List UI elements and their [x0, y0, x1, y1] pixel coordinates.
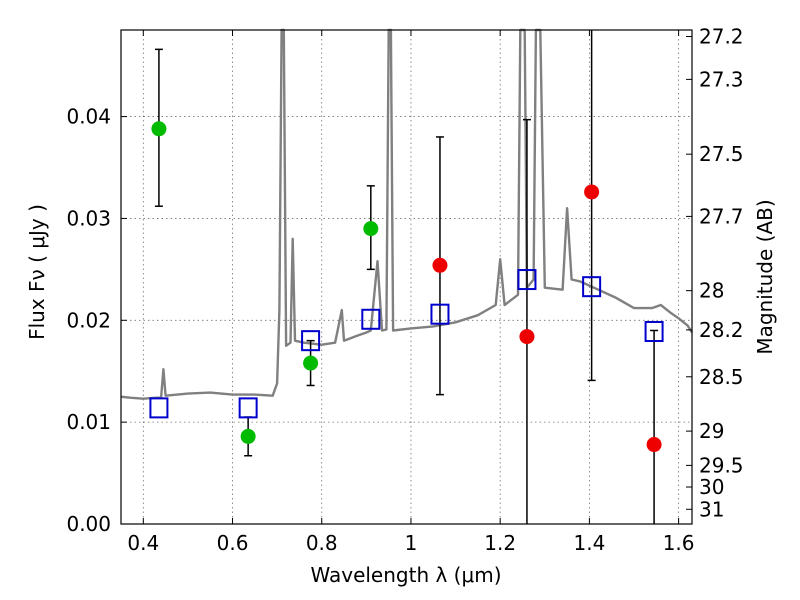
- model-spectrum-layer: [120, 28, 694, 400]
- observed-flux-point: [584, 184, 600, 200]
- model-photometry-square: [238, 397, 258, 419]
- right-axis-label: Magnitude (AB): [753, 199, 777, 354]
- model-photometry-square: [430, 303, 450, 325]
- data-points-layer: [149, 30, 664, 524]
- model-photometry-square: [582, 276, 602, 298]
- model-spectrum-line: [120, 28, 694, 400]
- y-tick-label: 0.03: [66, 206, 111, 230]
- mag-tick-label: 28.5: [699, 365, 744, 389]
- mag-tick-label: 27.5: [699, 142, 744, 166]
- mag-tick-label: 27.3: [699, 67, 744, 91]
- observed-flux-point: [151, 121, 167, 137]
- observed-flux-point: [432, 257, 448, 273]
- mag-tick-label: 27.7: [699, 204, 744, 228]
- mag-tick-label: 29.5: [699, 453, 744, 477]
- x-tick-label: 1.4: [573, 531, 605, 555]
- mag-tick-label: 28: [699, 279, 724, 303]
- model-photometry-square: [149, 397, 169, 419]
- ticks-layer: 0.4 0.6 0.8 1 1.2 1.4 1.6 0.00 0.01 0.02 0.03 0.04 2…: [66, 24, 743, 555]
- x-axis-label: Wavelength λ (μm): [310, 563, 501, 587]
- observed-flux-point: [303, 355, 319, 371]
- observed-flux-point: [240, 428, 256, 444]
- y-tick-label: 0.02: [66, 308, 111, 332]
- observed-flux-point: [363, 221, 379, 237]
- x-tick-label: 0.4: [127, 531, 159, 555]
- observed-flux-point: [519, 329, 535, 345]
- y-tick-label: 0.01: [66, 410, 111, 434]
- mag-tick-label: 29: [699, 419, 724, 443]
- observed-flux-point: [646, 437, 662, 453]
- y-tick-label: 0.04: [66, 105, 111, 129]
- grid-layer: [121, 30, 692, 524]
- model-photometry-square: [361, 308, 381, 330]
- x-tick-label: 1: [405, 531, 418, 555]
- y-tick-label: 0.00: [66, 512, 111, 536]
- plot-frame: [120, 29, 693, 525]
- mag-tick-label: 30: [699, 475, 724, 499]
- x-tick-label: 0.6: [217, 531, 249, 555]
- x-tick-label: 1.2: [484, 531, 516, 555]
- model-photometry-square: [517, 269, 537, 291]
- model-photometry-square: [301, 330, 321, 352]
- x-tick-label: 0.8: [306, 531, 338, 555]
- x-tick-label: 1.6: [663, 531, 695, 555]
- model-photometry-square: [644, 320, 664, 342]
- mag-tick-label: 27.2: [699, 24, 744, 48]
- y-axis-label: Flux Fν ( μJy ): [25, 204, 49, 340]
- mag-tick-label: 28.2: [699, 318, 744, 342]
- mag-tick-label: 31: [699, 497, 724, 521]
